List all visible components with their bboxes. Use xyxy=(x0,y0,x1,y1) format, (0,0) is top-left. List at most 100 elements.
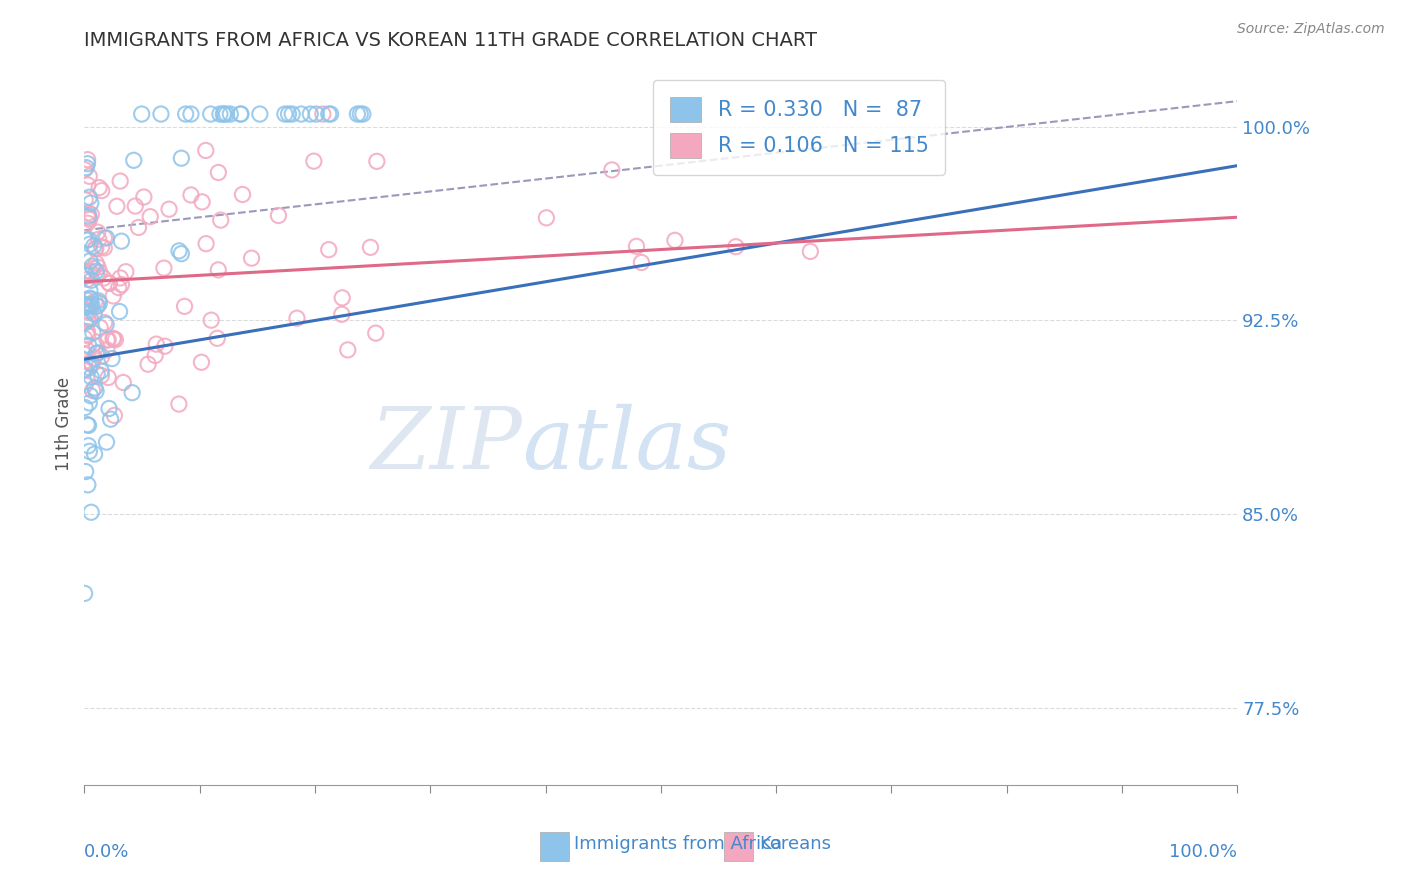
Point xyxy=(170,246,193,260)
Point xyxy=(76,272,98,286)
Point xyxy=(79,190,101,204)
Point xyxy=(79,300,101,314)
Point xyxy=(207,263,229,277)
Point xyxy=(77,232,100,246)
Point xyxy=(76,153,98,167)
Point xyxy=(93,271,115,285)
Point xyxy=(200,313,222,327)
Point xyxy=(80,293,103,307)
Point xyxy=(76,298,98,312)
Point xyxy=(83,239,105,253)
Point xyxy=(101,331,124,345)
Point xyxy=(79,360,101,375)
Point xyxy=(73,162,96,177)
Point xyxy=(86,299,108,313)
Point xyxy=(104,333,127,347)
Point xyxy=(121,385,143,400)
Point xyxy=(83,261,105,276)
Point xyxy=(93,231,115,245)
Point xyxy=(249,107,271,121)
Point xyxy=(330,291,353,305)
Point xyxy=(79,388,101,402)
Point xyxy=(76,328,98,343)
Point xyxy=(103,289,125,303)
Point xyxy=(157,202,180,217)
Point xyxy=(143,348,166,362)
Point xyxy=(110,234,132,248)
Point xyxy=(89,296,111,310)
Point xyxy=(167,397,190,411)
Point xyxy=(200,107,222,121)
Point xyxy=(96,435,118,450)
Point xyxy=(77,313,100,327)
Point xyxy=(75,316,97,330)
Point xyxy=(87,180,110,194)
Point xyxy=(77,439,100,453)
Text: 100.0%: 100.0% xyxy=(1170,843,1237,861)
Point xyxy=(79,169,101,184)
Point xyxy=(93,316,115,330)
Point xyxy=(107,280,129,294)
Point xyxy=(630,255,652,269)
Point xyxy=(89,320,111,334)
Point xyxy=(191,194,214,209)
Point xyxy=(76,178,98,192)
Point xyxy=(77,396,100,410)
Text: 0.0%: 0.0% xyxy=(84,843,129,861)
Point xyxy=(96,333,118,347)
Point xyxy=(77,206,100,220)
Point xyxy=(180,188,202,202)
Point xyxy=(87,345,110,359)
Point xyxy=(75,161,97,175)
Point xyxy=(536,211,558,225)
Point xyxy=(87,225,110,239)
Point xyxy=(73,363,96,377)
Point xyxy=(209,213,232,227)
Point xyxy=(149,107,172,121)
Point xyxy=(285,311,308,326)
Point xyxy=(110,277,132,292)
Point xyxy=(80,196,103,211)
Point xyxy=(76,303,98,318)
Point xyxy=(110,271,132,285)
Point xyxy=(80,273,103,287)
Point xyxy=(229,107,252,121)
Point xyxy=(75,297,97,311)
Point xyxy=(79,311,101,326)
Point xyxy=(664,233,686,247)
Point xyxy=(80,207,103,221)
FancyBboxPatch shape xyxy=(540,832,568,861)
Point xyxy=(194,144,217,158)
Point xyxy=(90,349,112,363)
Point xyxy=(277,107,299,121)
Point xyxy=(112,376,135,390)
Point xyxy=(84,384,107,399)
Point xyxy=(145,337,167,351)
Point xyxy=(86,268,108,283)
Point xyxy=(79,297,101,311)
Point xyxy=(207,165,229,179)
Point xyxy=(80,297,103,311)
Point xyxy=(76,312,98,326)
Point xyxy=(318,243,340,257)
Text: IMMIGRANTS FROM AFRICA VS KOREAN 11TH GRADE CORRELATION CHART: IMMIGRANTS FROM AFRICA VS KOREAN 11TH GR… xyxy=(84,30,817,50)
Point xyxy=(76,216,98,230)
Point xyxy=(76,478,98,492)
Point xyxy=(219,107,242,121)
Point xyxy=(105,199,128,213)
Point xyxy=(90,240,112,254)
Point xyxy=(281,107,304,121)
Point xyxy=(80,356,103,370)
Point xyxy=(207,331,229,345)
Point xyxy=(79,444,101,458)
Point xyxy=(600,162,623,177)
Point xyxy=(83,307,105,321)
Point xyxy=(305,107,328,121)
Point xyxy=(153,339,176,353)
Point xyxy=(101,351,124,366)
FancyBboxPatch shape xyxy=(724,832,754,861)
Point xyxy=(73,266,96,280)
Point xyxy=(299,107,322,121)
Text: atlas: atlas xyxy=(523,404,731,487)
Point xyxy=(208,107,231,121)
